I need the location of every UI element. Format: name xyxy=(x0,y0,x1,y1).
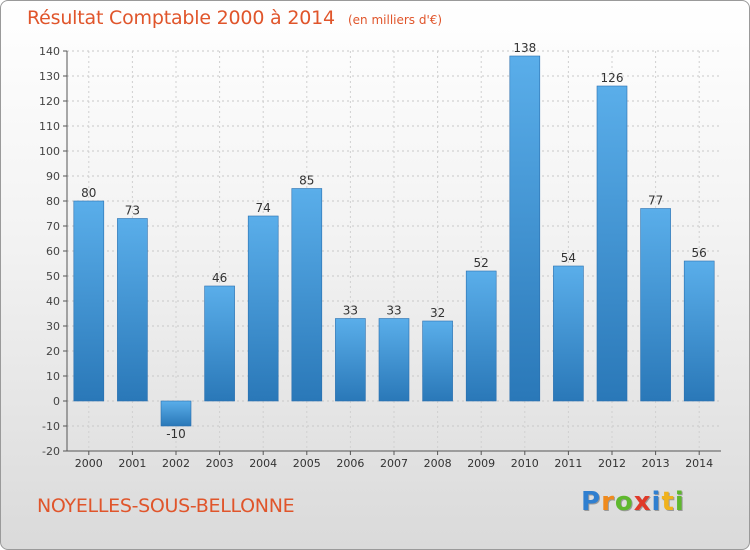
y-tick-label: -10 xyxy=(42,420,60,433)
x-tick-label: 2000 xyxy=(75,457,103,470)
bar-2013 xyxy=(640,208,671,402)
x-tick-label: 2006 xyxy=(336,457,364,470)
bar-value-label: 138 xyxy=(513,41,536,55)
bar-2001 xyxy=(117,218,148,402)
bar-value-label: 126 xyxy=(601,71,624,85)
bar-value-label: -10 xyxy=(166,427,186,441)
y-tick-label: 90 xyxy=(46,170,60,183)
bar-value-label: 33 xyxy=(386,304,401,318)
chart-title: Résultat Comptable 2000 à 2014 xyxy=(27,7,335,29)
y-tick-label: 50 xyxy=(46,270,60,283)
bars xyxy=(73,55,715,427)
x-tick-label: 2010 xyxy=(511,457,539,470)
bar-2008 xyxy=(422,320,453,402)
chart-subtitle: (en milliers d'€) xyxy=(347,13,443,27)
bar-value-label: 74 xyxy=(256,201,271,215)
bar-value-label: 77 xyxy=(648,194,663,208)
labels: -20 -10 0 10 20 30 40 50 60 70 80 90 100 110 120 130 140… xyxy=(39,41,713,470)
bar-value-label: 80 xyxy=(81,186,96,200)
y-tick-label: 0 xyxy=(53,395,60,408)
y-tick-label: 70 xyxy=(46,220,60,233)
bar-value-label: 32 xyxy=(430,306,445,320)
y-tick-label: 20 xyxy=(46,345,60,358)
x-tick-label: 2003 xyxy=(206,457,234,470)
bar-2002 xyxy=(160,400,192,427)
bar-value-label: 52 xyxy=(474,256,489,270)
bar-value-label: 54 xyxy=(561,251,576,265)
logo-letter: i xyxy=(674,487,685,517)
bar-2014 xyxy=(683,260,715,402)
x-tick-label: 2011 xyxy=(554,457,582,470)
logo-letter: P xyxy=(581,487,602,517)
bar-2010 xyxy=(509,55,541,402)
y-tick-label: 40 xyxy=(46,295,60,308)
x-tick-label: 2005 xyxy=(293,457,321,470)
x-tick-label: 2004 xyxy=(249,457,277,470)
bar-2003 xyxy=(204,285,235,402)
proxiti-logo: Proxiti xyxy=(581,487,685,517)
title-row: Résultat Comptable 2000 à 2014 (en milli… xyxy=(27,7,442,29)
x-tick-label: 2001 xyxy=(118,457,146,470)
bar-value-label: 56 xyxy=(692,246,707,260)
logo-letter: r xyxy=(601,487,615,517)
axes xyxy=(63,50,721,455)
bar-value-label: 85 xyxy=(299,174,314,188)
x-tick-label: 2012 xyxy=(598,457,626,470)
y-tick-label: 80 xyxy=(46,195,60,208)
bar-2005 xyxy=(291,188,323,402)
bar-2006 xyxy=(335,318,366,402)
y-tick-label: 10 xyxy=(46,370,60,383)
bar-2004 xyxy=(247,215,279,402)
bar-2007 xyxy=(378,318,410,402)
x-tick-label: 2008 xyxy=(424,457,452,470)
commune-name: NOYELLES-SOUS-BELLONNE xyxy=(37,495,295,517)
y-tick-label: -20 xyxy=(42,445,60,458)
bar-2009 xyxy=(465,270,497,402)
logo-letter: o xyxy=(614,487,634,517)
bar-value-label: 46 xyxy=(212,271,227,285)
bar-2012 xyxy=(596,85,628,402)
bar-value-label: 33 xyxy=(343,304,358,318)
logo-letter: t xyxy=(661,487,675,517)
logo-letter: x xyxy=(633,487,652,517)
bar-2000 xyxy=(73,200,105,402)
x-tick-label: 2014 xyxy=(685,457,713,470)
bar-value-label: 73 xyxy=(125,204,140,218)
x-tick-label: 2013 xyxy=(642,457,670,470)
y-tick-label: 120 xyxy=(39,95,60,108)
y-tick-label: 100 xyxy=(39,145,60,158)
bar-2011 xyxy=(553,265,584,402)
y-tick-label: 110 xyxy=(39,120,60,133)
y-tick-label: 30 xyxy=(46,320,60,333)
x-tick-label: 2002 xyxy=(162,457,190,470)
y-tick-label: 130 xyxy=(39,70,60,83)
y-tick-label: 60 xyxy=(46,245,60,258)
x-tick-label: 2007 xyxy=(380,457,408,470)
x-tick-label: 2009 xyxy=(467,457,495,470)
logo-letter: i xyxy=(651,487,662,517)
y-tick-label: 140 xyxy=(39,45,60,58)
